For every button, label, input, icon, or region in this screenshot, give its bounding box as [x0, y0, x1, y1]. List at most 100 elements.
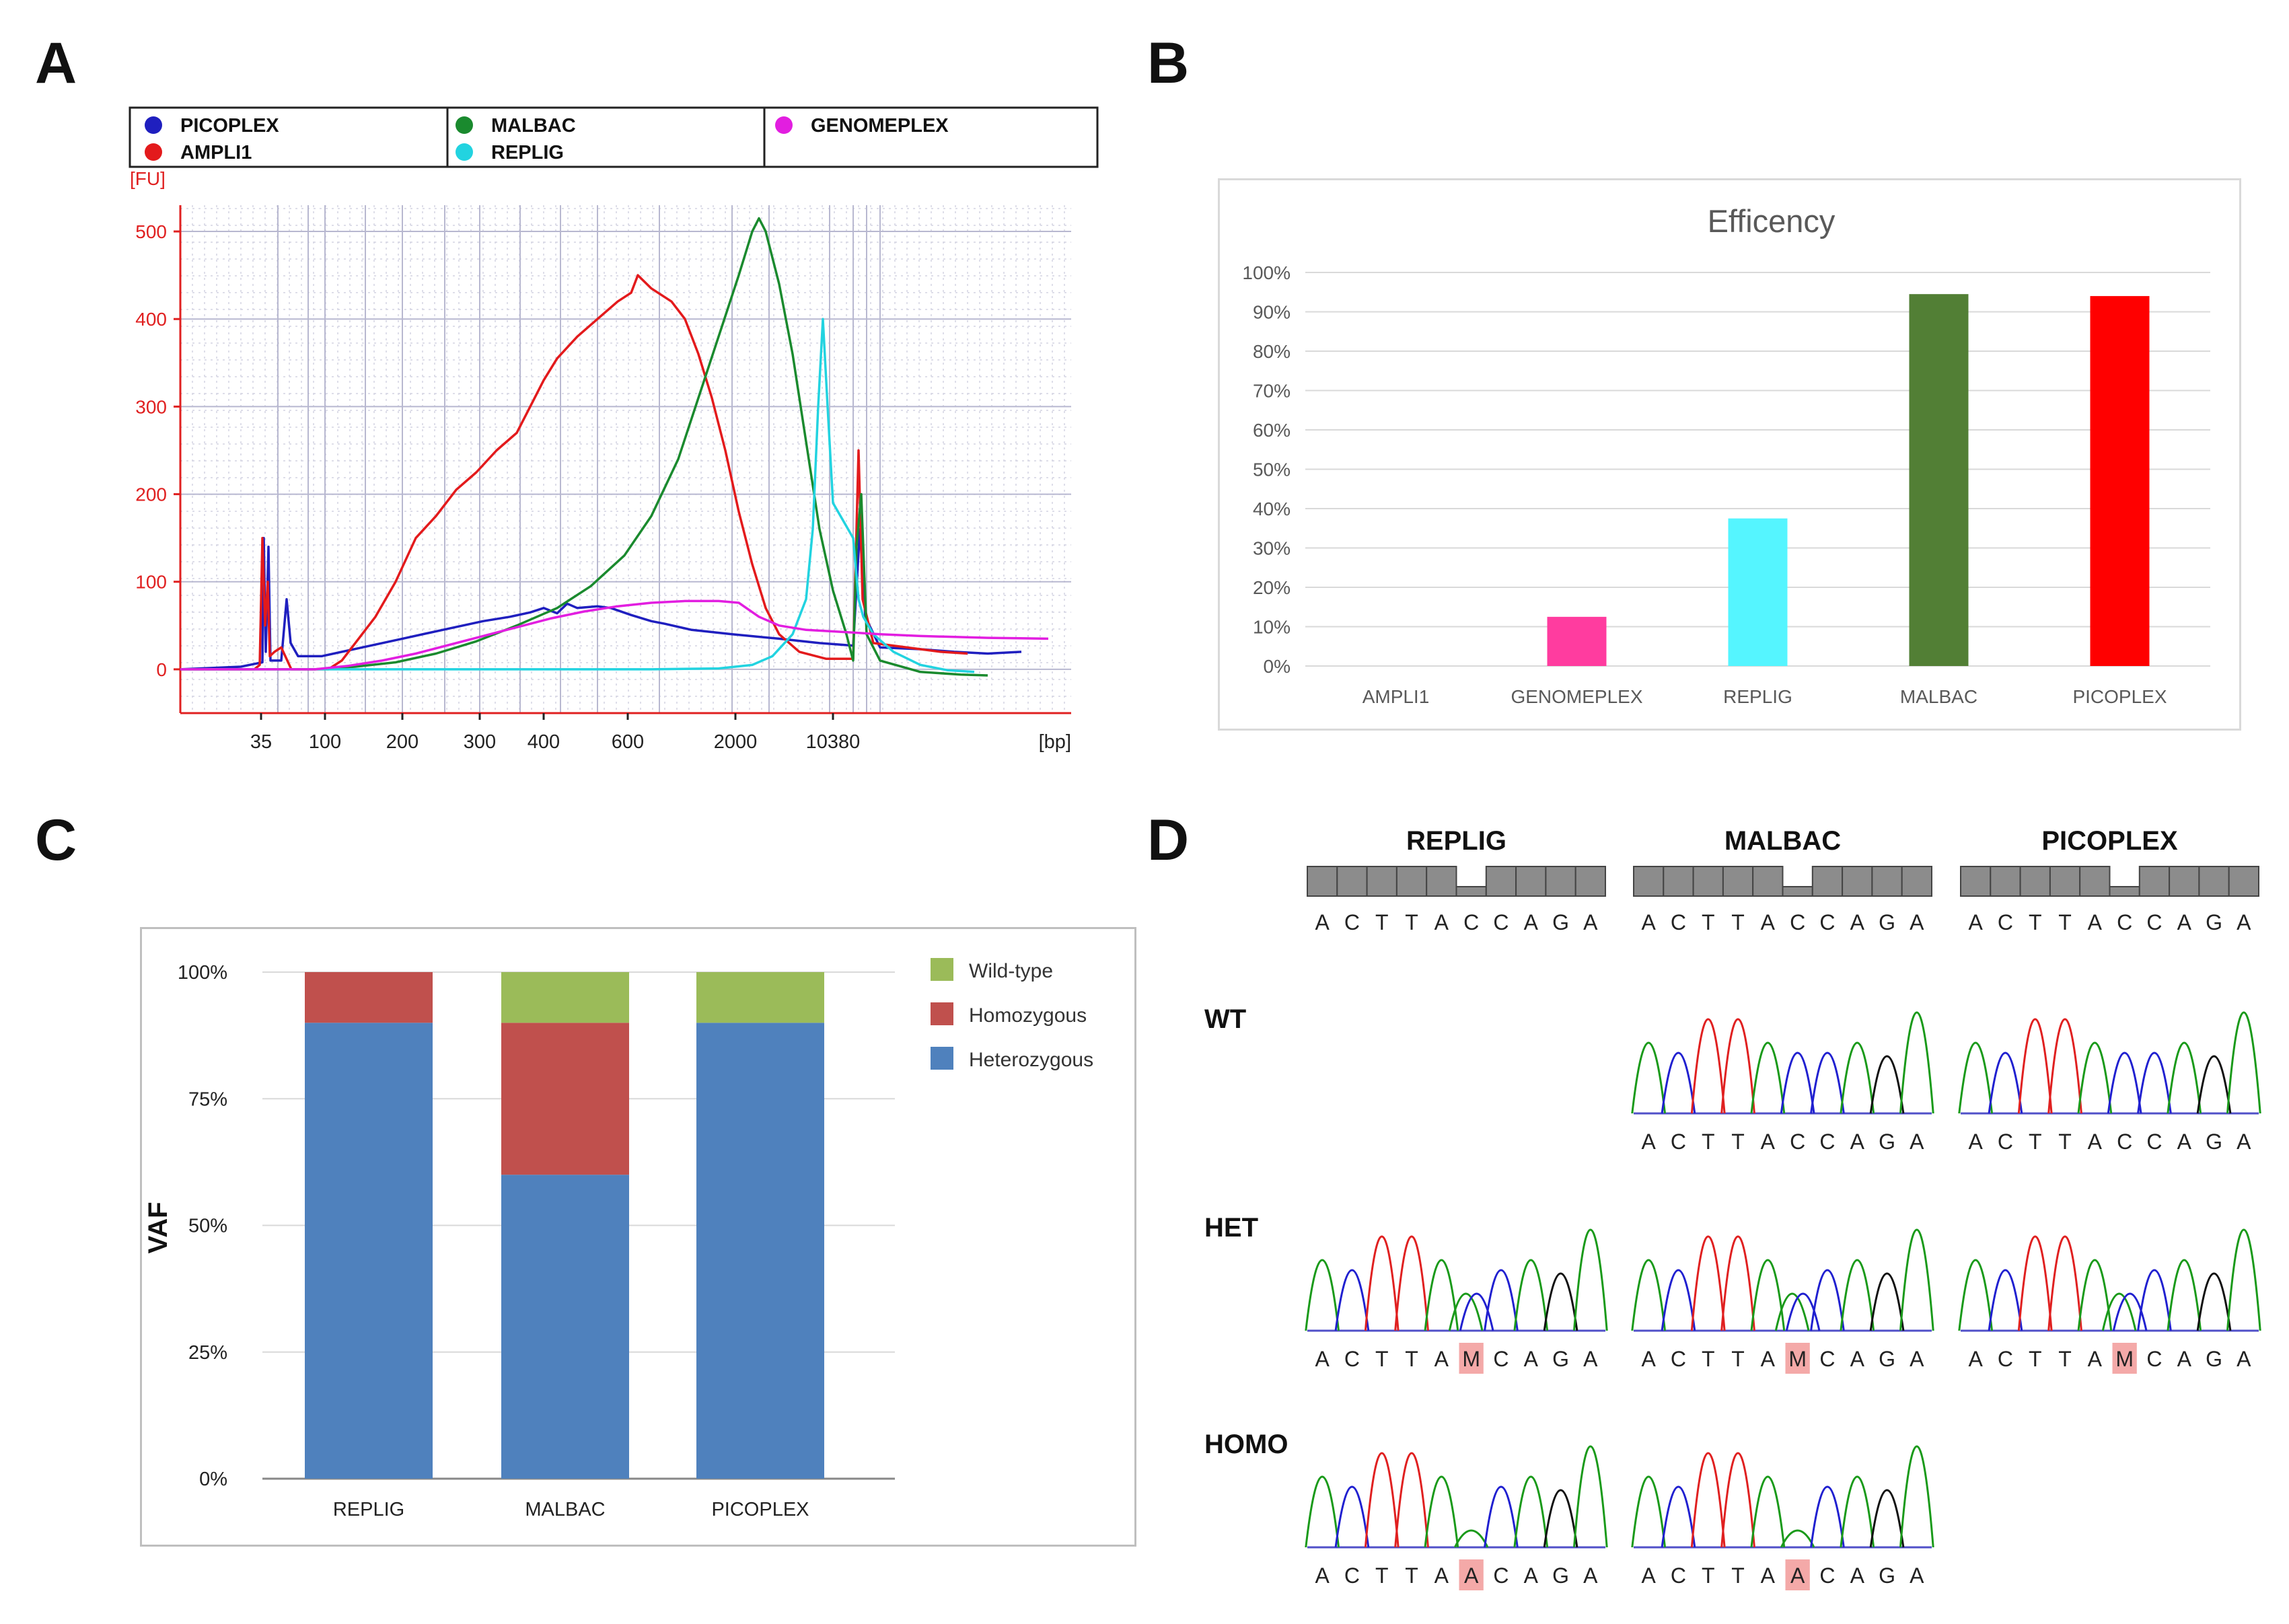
legend-label: Homozygous — [969, 1004, 1087, 1027]
chromatogram-peak — [2167, 1259, 2202, 1331]
called-base: A — [1641, 1347, 1656, 1371]
bar-segment-heterozygous — [305, 1023, 433, 1479]
x-tick-label: GENOMEPLEX — [1511, 686, 1642, 707]
called-base: A — [1910, 1347, 1924, 1371]
chromatogram-peak — [1631, 1259, 1666, 1331]
x-tick-label: 200 — [386, 731, 419, 753]
exon-block — [1990, 866, 2021, 897]
y-tick-label: 100% — [178, 962, 227, 984]
chromatogram-peak — [1484, 1269, 1519, 1331]
row-label: WT — [1204, 1004, 1246, 1034]
bar-segment-wild-type — [501, 972, 629, 1023]
reference-base: A — [1315, 910, 1330, 934]
called-base: A — [1761, 1130, 1776, 1154]
x-tick-label: 35 — [250, 731, 272, 753]
chromatogram-peak — [1661, 1269, 1696, 1331]
bar-segment-homozygous — [305, 972, 433, 1023]
y-tick-label: 80% — [1253, 341, 1291, 362]
exon-block — [1366, 866, 1397, 897]
reference-base: C — [1493, 910, 1509, 934]
chromatogram-peak — [1690, 1452, 1726, 1548]
called-base: A — [1434, 1347, 1449, 1371]
exon-block — [2049, 866, 2081, 897]
x-tick-label: 100 — [309, 731, 341, 753]
y-tick-label: 300 — [135, 396, 167, 417]
y-axis-unit: [FU] — [130, 168, 166, 189]
called-base: C — [1493, 1563, 1509, 1588]
chromatogram-peak — [1958, 1041, 1993, 1114]
called-base: A — [1910, 1130, 1924, 1154]
chromatogram-peak — [1899, 1445, 1934, 1548]
x-tick-label: 10380 — [806, 731, 861, 753]
called-base: A — [1524, 1347, 1539, 1371]
called-base: C — [1819, 1563, 1835, 1588]
x-tick-label: 600 — [612, 731, 644, 753]
exon-block — [1842, 866, 1873, 897]
reference-base: C — [1819, 910, 1835, 934]
column-title: REPLIG — [1406, 826, 1506, 856]
reference-base: T — [1731, 910, 1745, 934]
y-tick-label: 500 — [135, 221, 167, 242]
reference-base: A — [1910, 910, 1924, 934]
called-base: C — [1998, 1347, 2013, 1371]
chromatogram-peak — [1453, 1529, 1489, 1548]
exon-block — [1307, 866, 1338, 897]
called-base: A — [2177, 1130, 2192, 1154]
called-base: M — [1462, 1347, 1480, 1371]
reference-base: C — [1998, 910, 2013, 934]
chromatogram-peak — [1840, 1475, 1875, 1548]
exon-block — [2138, 866, 2171, 897]
called-base: C — [2146, 1130, 2162, 1154]
exon-block — [2019, 866, 2051, 897]
legend-swatch — [456, 116, 473, 134]
chromatogram-peak — [1334, 1269, 1370, 1331]
called-base: T — [1375, 1347, 1389, 1371]
exon-block — [1692, 866, 1724, 897]
reference-base: T — [2058, 910, 2072, 934]
chromatogram-peak — [2047, 1235, 2082, 1331]
reference-base: A — [1524, 910, 1539, 934]
reference-base: A — [1641, 910, 1656, 934]
exon-block — [1663, 866, 1694, 897]
chromatogram-peak — [1690, 1235, 1726, 1331]
chromatogram-peak — [1750, 1475, 1786, 1548]
chromatogram-peak — [1840, 1259, 1875, 1331]
chromatogram-peak — [2101, 1292, 2137, 1331]
x-tick-label: 400 — [528, 731, 560, 753]
series-line-malbac — [180, 217, 988, 677]
exon-block — [1515, 866, 1547, 897]
y-tick-label: 20% — [1253, 577, 1291, 598]
chromatogram-peak — [1572, 1228, 1608, 1331]
called-base: C — [1819, 1130, 1835, 1154]
chromatogram-peak — [2077, 1041, 2113, 1114]
called-base: C — [1998, 1130, 2013, 1154]
x-tick-label: REPLIG — [1723, 686, 1792, 707]
chromatogram-peak — [1543, 1489, 1578, 1548]
y-tick-label: 50% — [188, 1216, 227, 1237]
reference-base: G — [1552, 910, 1569, 934]
x-tick-label: MALBAC — [1900, 686, 1977, 707]
called-base: G — [1552, 1563, 1569, 1588]
called-base: A — [1583, 1347, 1598, 1371]
chromatogram-peak — [2226, 1011, 2261, 1114]
exon-block — [2228, 866, 2259, 897]
reference-base: A — [1850, 910, 1865, 934]
chromatogram-peak — [1720, 1452, 1755, 1548]
exon-block — [1901, 866, 1932, 897]
exon-block — [1574, 866, 1606, 897]
y-axis-label: VAF — [143, 1202, 173, 1253]
reference-base: C — [1344, 910, 1360, 934]
legend-swatch — [775, 116, 793, 134]
called-base: A — [1761, 1563, 1776, 1588]
called-base: C — [1819, 1347, 1835, 1371]
reference-base: C — [1790, 910, 1805, 934]
called-base: G — [1879, 1130, 1895, 1154]
exon-block — [2169, 866, 2200, 897]
legend-label: Heterozygous — [969, 1049, 1093, 1071]
chromatogram-peak — [1899, 1011, 1934, 1114]
exon-block — [1752, 866, 1784, 897]
called-base: A — [1968, 1347, 1983, 1371]
y-tick-label: 30% — [1253, 538, 1291, 559]
chromatogram-peak — [1899, 1228, 1934, 1331]
called-base: T — [1731, 1347, 1745, 1371]
